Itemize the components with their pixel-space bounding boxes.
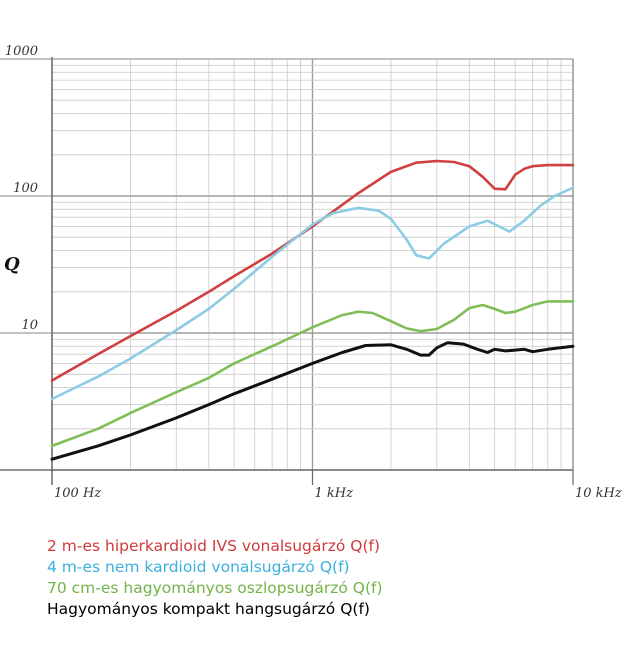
legend-item: 4 m-es nem kardioid vonalsugárzó Q(f) [47,558,350,576]
x-tick-label: 1 kHz [315,486,354,501]
q-frequency-chart: 100 Hz 1 kHz 10 kHz 1000 100 10 Q [0,44,622,501]
legend-item: Hagyományos kompakt hangsugárzó Q(f) [47,600,370,618]
legend-item: 70 cm-es hagyományos oszlopsugárzó Q(f) [47,579,383,597]
x-tick-label: 10 kHz [575,486,622,501]
series-line-1 [50,159,575,382]
legend-item: 2 m-es hiperkardioid IVS vonalsugárzó Q(… [47,537,381,555]
series-line-4 [50,341,575,461]
legend: 2 m-es hiperkardioid IVS vonalsugárzó Q(… [47,536,383,620]
y-tick-label: 1000 [5,44,38,59]
tick-labels: 100 Hz 1 kHz 10 kHz 1000 100 10 Q [4,44,622,501]
series-lines [50,159,575,461]
x-tick-label: 100 Hz [54,486,101,501]
y-tick-label: 10 [21,318,38,333]
grid [51,58,574,471]
y-axis-label: Q [4,254,20,275]
series-line-3 [50,300,575,448]
y-tick-label: 100 [13,181,38,196]
axes [0,57,574,485]
series-line-2 [50,186,575,401]
